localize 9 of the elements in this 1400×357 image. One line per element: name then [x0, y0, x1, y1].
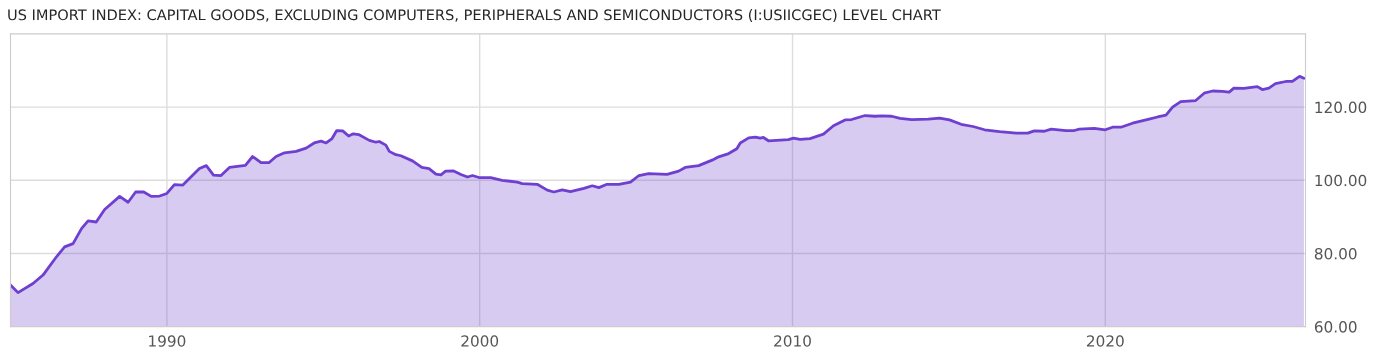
- y-tick-label: 60.00: [1314, 321, 1357, 333]
- x-tick-label: 2000: [461, 335, 499, 347]
- y-tick-label: 100.00: [1315, 174, 1367, 187]
- y-tick-label: 80.00: [1314, 247, 1357, 260]
- x-tick-label: 1990: [149, 335, 186, 347]
- y-tick-label: 120.00: [1315, 101, 1367, 114]
- x-tick-label: 2010: [774, 335, 811, 347]
- x-tick-label: 2020: [1086, 335, 1124, 347]
- chart-title: US IMPORT INDEX: CAPITAL GOODS, EXCLUDING COMPUTERS, PERIPHERALS AND SEMICONDUCTORS (I:USIICGEC) LEVEL CHART: [8, 9, 941, 23]
